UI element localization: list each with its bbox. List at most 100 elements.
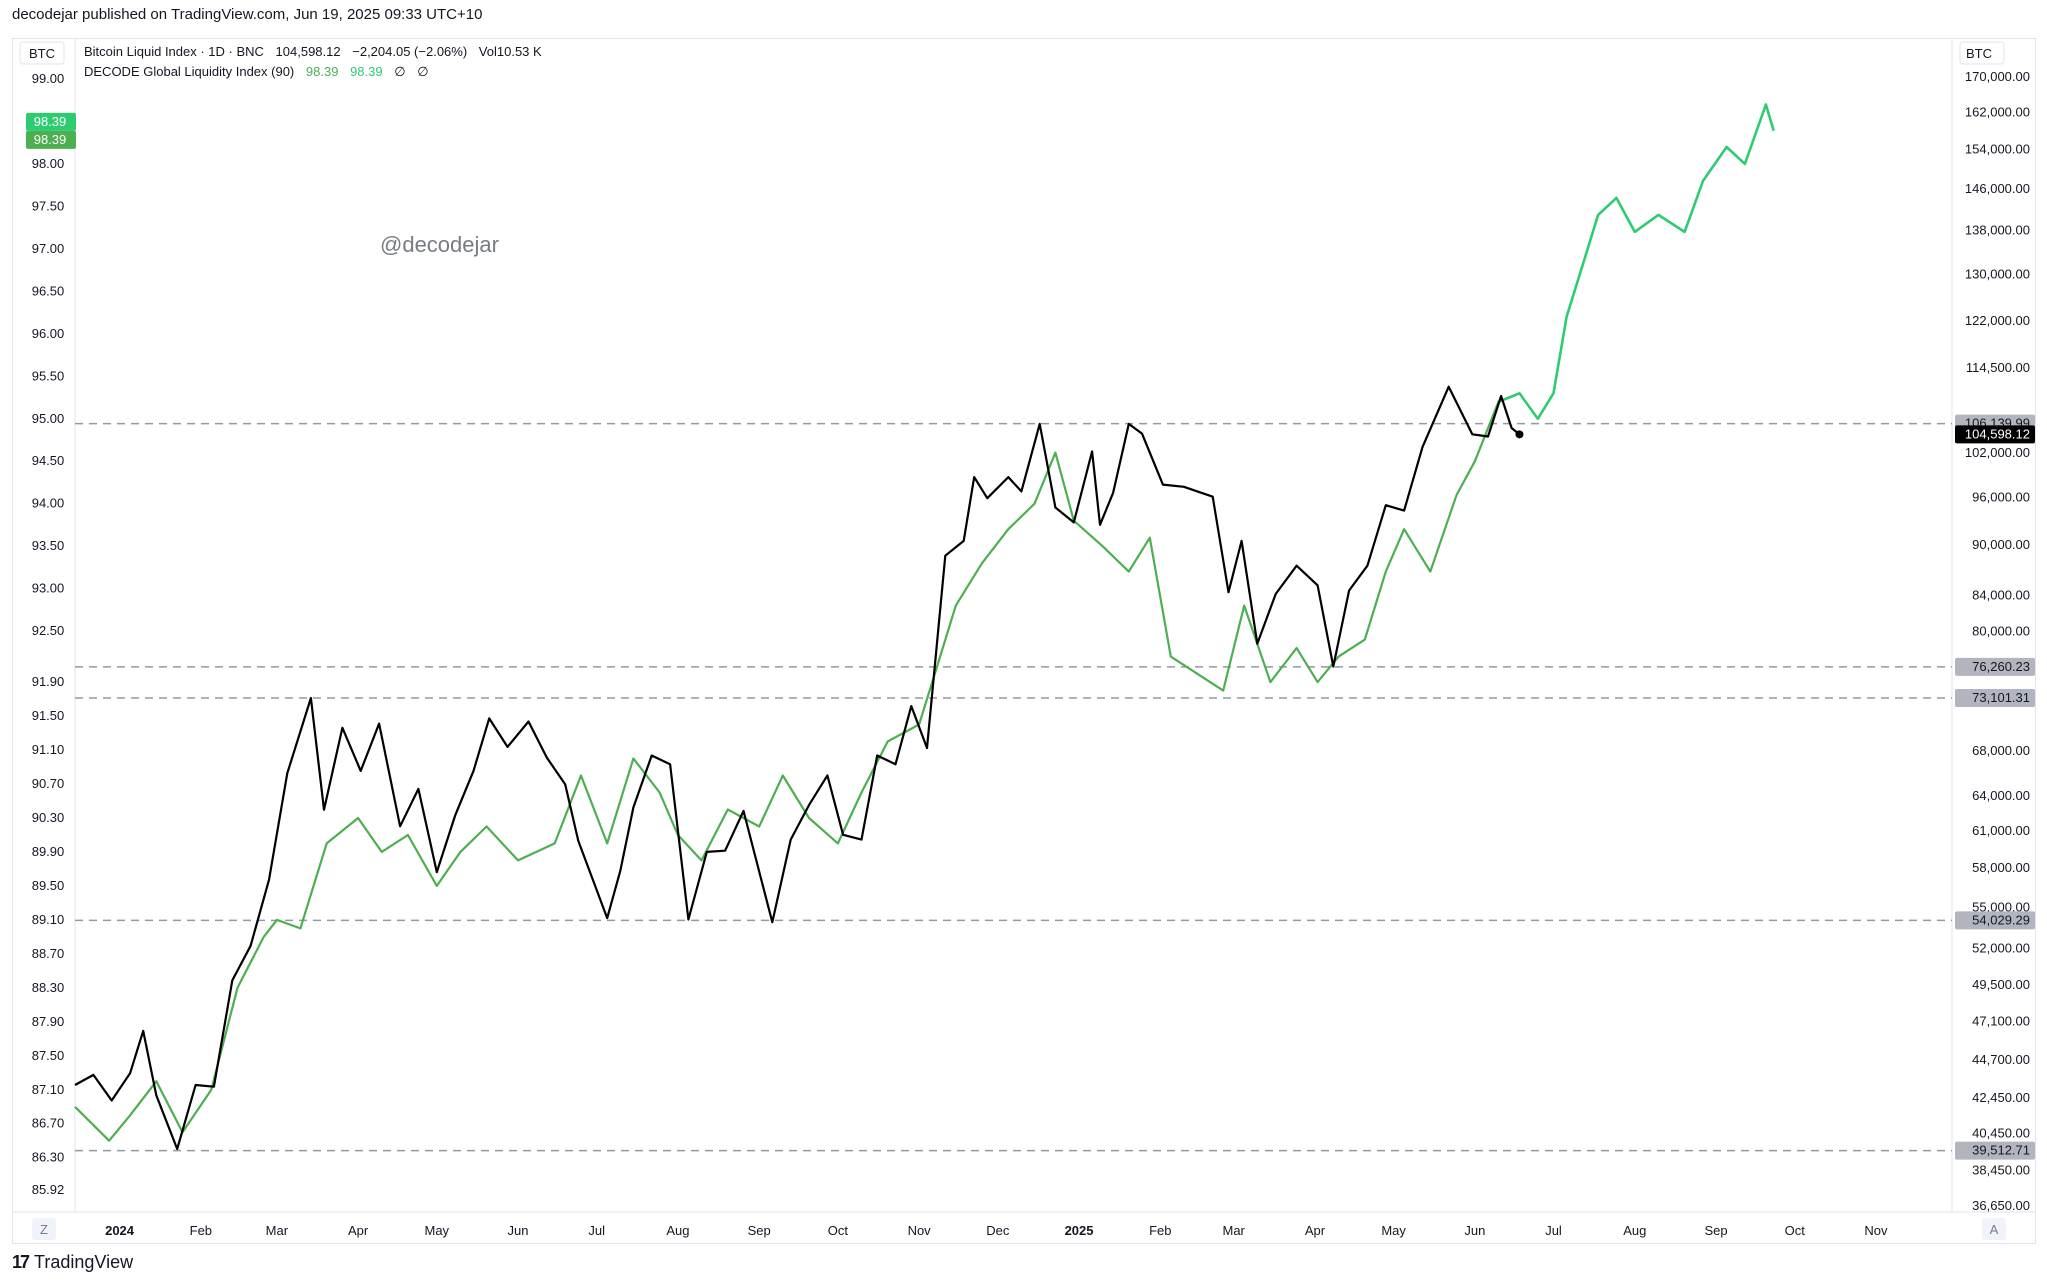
published-header: decodejar published on TradingView.com, …	[12, 6, 483, 23]
time-axis-tick-label: Oct	[1785, 1223, 1806, 1238]
right-axis-tick-label: 38,450.00	[1972, 1163, 2030, 1178]
left-axis-tick-label: 90.30	[32, 810, 65, 825]
legend-indicator-extra-2: ∅	[417, 64, 428, 79]
right-axis-tick-label: 114,500.00	[1966, 360, 2030, 375]
time-axis-tick-label: Jul	[588, 1223, 605, 1238]
tradingview-logo-icon: 17	[12, 1252, 30, 1272]
last-price-badge: 104,598.12	[1965, 426, 2030, 441]
right-unit-box	[1959, 41, 2005, 65]
level-price-badge: 54,029.29	[1972, 912, 2030, 927]
liquidity-index-projection-line[interactable]	[1498, 103, 1775, 421]
time-axis-tick-label: Jul	[1545, 1223, 1562, 1238]
bitcoin-price-line[interactable]	[74, 385, 1521, 1151]
legend-indicator[interactable]: DECODE Global Liquidity Index (90) 98.39…	[84, 64, 429, 79]
auto-scale-left-box	[32, 1218, 56, 1240]
time-axis-tick-label: Apr	[1305, 1223, 1326, 1238]
time-axis-tick-label: 2024	[105, 1223, 135, 1238]
right-axis-tick-label: 162,000.00	[1965, 104, 2030, 119]
left-axis-tick-label: 89.50	[32, 878, 65, 893]
right-axis-tick-label: 138,000.00	[1965, 222, 2030, 237]
time-axis[interactable]: 2024 Feb Mar Apr May Jun Jul Aug Sep Oct Nov Dec 202…	[105, 1223, 1888, 1238]
time-axis-tick-label: Mar	[1223, 1223, 1246, 1238]
time-axis-tick-label: Jun	[508, 1223, 529, 1238]
legend-indicator-value-2: 98.39	[350, 64, 383, 79]
left-axis-tick-label: 85.92	[32, 1182, 65, 1197]
right-axis-tick-label: 58,000.00	[1972, 860, 2030, 875]
chart-frame	[12, 38, 2036, 1244]
right-axis-tick-label: 170,000.00	[1965, 69, 2030, 84]
time-axis-tick-label: Nov	[1864, 1223, 1888, 1238]
left-unit-label[interactable]: BTC	[29, 46, 55, 61]
left-axis-tick-label: 86.30	[32, 1150, 65, 1165]
left-axis-tick-label: 97.50	[32, 198, 65, 213]
time-axis-tick-label: 2025	[1065, 1223, 1094, 1238]
level-price-badge: 39,512.71	[1972, 1143, 2030, 1158]
right-axis-tick-label: 80,000.00	[1972, 624, 2030, 639]
right-axis-tick-label: 40,450.00	[1972, 1125, 2030, 1140]
left-price-axis[interactable]: 99.00 98.00 97.50 97.00 96.50 96.00 95.50 95.00…	[32, 71, 65, 1197]
right-axis-tick-label: 96,000.00	[1972, 489, 2030, 504]
right-axis-tick-label: 154,000.00	[1965, 142, 2030, 157]
left-axis-tick-label: 87.90	[32, 1014, 65, 1029]
left-axis-tick-label: 89.10	[32, 912, 65, 927]
bitcoin-last-point[interactable]	[1515, 430, 1524, 439]
indicator-value-badge-box	[26, 112, 76, 131]
left-axis-tick-label: 93.50	[32, 538, 65, 553]
legend-main-value: 104,598.12	[276, 44, 341, 59]
right-axis-tick-label: 146,000.00	[1965, 181, 2030, 196]
time-axis-tick-label: Nov	[908, 1223, 932, 1238]
left-axis-tick-label: 94.00	[32, 496, 65, 511]
left-axis-tick-label: 94.50	[32, 453, 65, 468]
right-unit-label[interactable]: BTC	[1966, 46, 1992, 61]
liquidity-index-line[interactable]	[74, 392, 1520, 1142]
left-unit-box	[19, 41, 65, 65]
left-axis-tick-label: 96.00	[32, 326, 65, 341]
left-axis-tick-label: 92.50	[32, 623, 65, 638]
left-axis-tick-label: 88.70	[32, 946, 65, 961]
legend-main-series[interactable]: Bitcoin Liquid Index · 1D · BNC 104,598.…	[84, 44, 542, 59]
time-axis-tick-label: May	[1381, 1223, 1406, 1238]
indicator-value-badge-box	[26, 130, 76, 149]
time-axis-tick-label: Apr	[348, 1223, 369, 1238]
auto-scale-left-button[interactable]: Z	[40, 1222, 48, 1237]
time-axis-tick-label: Aug	[1623, 1223, 1646, 1238]
time-axis-tick-label: Dec	[986, 1223, 1010, 1238]
auto-scale-right-box	[1982, 1218, 2006, 1240]
time-axis-tick-label: Jun	[1464, 1223, 1485, 1238]
legend-indicator-extra-1: ∅	[394, 64, 405, 79]
right-axis-tick-label: 102,000.00	[1965, 445, 2030, 460]
right-axis-tick-label: 90,000.00	[1972, 537, 2030, 552]
indicator-value-badge: 98.39	[34, 132, 67, 147]
right-axis-tick-label: 130,000.00	[1965, 266, 2030, 281]
auto-scale-right-button[interactable]: A	[1990, 1222, 1999, 1237]
series-layer	[74, 103, 1775, 1151]
right-axis-tick-label: 61,000.00	[1972, 823, 2030, 838]
time-axis-tick-label: Feb	[1149, 1223, 1171, 1238]
level-price-badge-box	[1955, 657, 2035, 676]
time-axis-tick-label: Aug	[666, 1223, 689, 1238]
right-axis-tick-label: 122,000.00	[1965, 313, 2030, 328]
level-price-badge: 73,101.31	[1972, 690, 2030, 705]
level-price-badge-box	[1955, 688, 2035, 707]
level-price-badge-box	[1955, 1141, 2035, 1160]
indicator-value-badge: 98.39	[34, 114, 67, 129]
right-axis-tick-label: 36,650.00	[1972, 1198, 2030, 1213]
legend: Bitcoin Liquid Index · 1D · BNC 104,598.…	[84, 44, 542, 79]
legend-main-change: −2,204.05 (−2.06%)	[352, 44, 467, 59]
left-axis-tick-label: 87.10	[32, 1082, 65, 1097]
right-axis-tick-label: 44,700.00	[1972, 1052, 2030, 1067]
time-axis-tick-label: Sep	[748, 1223, 771, 1238]
right-axis-tick-label: 42,450.00	[1972, 1090, 2030, 1105]
right-price-axis[interactable]: 170,000.00 162,000.00 154,000.00 146,000.00…	[1965, 69, 2030, 1213]
right-axis-tick-label: 55,000.00	[1972, 899, 2030, 914]
time-axis-tick-label: Mar	[266, 1223, 289, 1238]
left-axis-tick-label: 91.10	[32, 742, 65, 757]
legend-main-volume: Vol10.53 K	[479, 44, 542, 59]
left-axis-tick-label: 88.30	[32, 980, 65, 995]
tradingview-footer[interactable]: 17 TradingView	[12, 1252, 133, 1273]
left-axis-tick-label: 93.00	[32, 581, 65, 596]
horizontal-levels	[75, 422, 1952, 1152]
left-axis-tick-label: 99.00	[32, 71, 65, 86]
left-axis-tick-label: 86.70	[32, 1116, 65, 1131]
